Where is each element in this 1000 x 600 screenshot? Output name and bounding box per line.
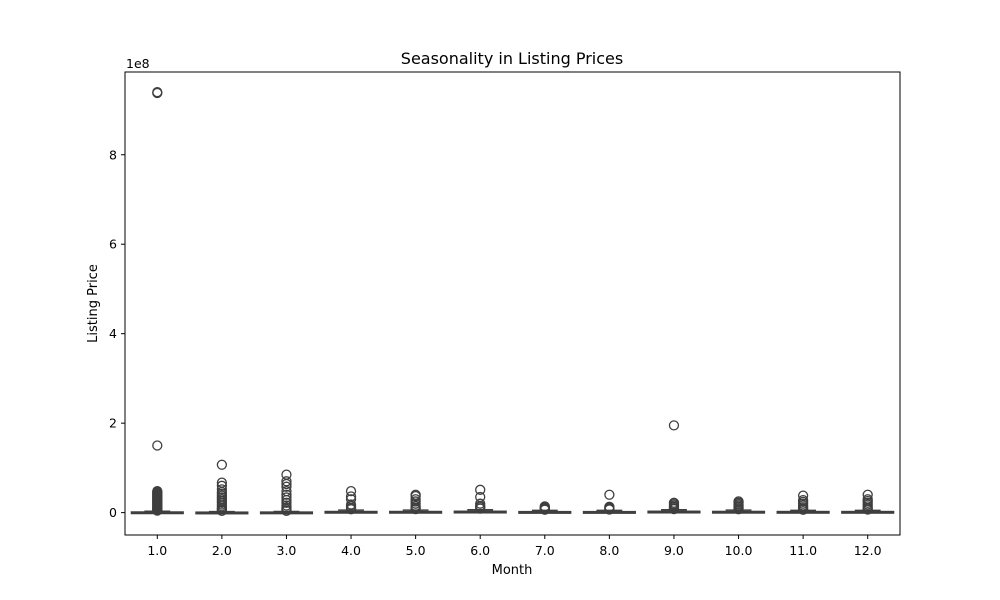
x-tick-label: 5.0 [406,543,426,558]
chart-title: Seasonality in Listing Prices [401,49,623,68]
plot-area [130,86,895,516]
x-tick-label: 6.0 [470,543,490,558]
box-month-8.0 [582,489,636,515]
y-tick-label: 4 [109,326,117,341]
x-tick-label: 10.0 [725,543,753,558]
outlier-point [475,503,486,514]
outlier-point [216,484,228,495]
outlier-point [797,490,809,501]
y-tick-label: 8 [109,147,117,162]
x-tick-label: 12.0 [854,543,882,558]
plot-frame [124,71,901,536]
outlier-point [475,484,486,495]
x-tick-label: 9.0 [664,543,684,558]
box-month-11.0 [776,490,830,515]
y-tick-label: 6 [109,237,117,252]
outlier-point [797,504,809,515]
outlier-point [216,459,228,470]
outlier-point [152,505,163,516]
y-tick-label: 0 [109,505,117,520]
outlier-point [152,87,163,99]
x-tick-label: 3.0 [277,543,297,558]
outlier-point [668,420,680,431]
x-tick-label: 7.0 [535,543,555,558]
outlier-point [410,503,421,515]
outlier-point [733,504,744,515]
x-tick-label: 2.0 [212,543,232,558]
outlier-point [281,497,292,508]
outlier-point [152,440,163,451]
outlier-point [345,486,357,497]
x-tick-label: 1.0 [147,543,167,558]
x-tick-label: 4.0 [341,543,361,558]
outlier-point [281,481,292,492]
box-month-3.0 [259,469,314,516]
y-axis: 0 2 4 6 8 [109,147,125,520]
box-month-4.0 [324,486,378,515]
x-axis: 1.0 2.0 3.0 4.0 5.0 6.0 7.0 8.0 9.0 10.0 11.0 12.0 [147,535,882,558]
outlier-point [281,476,292,487]
outlier-point [281,492,292,503]
box-month-2.0 [195,459,249,516]
box-month-1.0 [130,86,184,516]
outlier-point [345,504,357,515]
box-month-12.0 [841,489,895,515]
outlier-point [345,491,357,502]
outlier-point [281,478,292,490]
outlier-point [281,489,292,500]
outlier-point [539,504,550,515]
x-tick-label: 11.0 [789,543,817,558]
box-month-6.0 [453,484,507,514]
y-tick-label: 2 [109,416,117,431]
outlier-point [281,505,292,516]
y-axis-offset-label: 1e8 [126,56,150,71]
y-axis-label: Listing Price [86,264,101,343]
outlier-point [216,480,228,491]
x-tick-label: 8.0 [599,543,619,558]
box-month-7.0 [518,501,572,515]
box-month-10.0 [711,496,766,515]
box-month-5.0 [389,489,443,515]
outlier-point [216,505,228,516]
outlier-point [604,504,615,515]
outlier-point [862,504,873,515]
outlier-point [862,489,873,500]
outlier-point [410,490,421,502]
box-month-9.0 [647,420,701,515]
x-axis-label: Month [492,563,533,578]
outlier-point [668,503,680,515]
outlier-point [604,489,615,500]
